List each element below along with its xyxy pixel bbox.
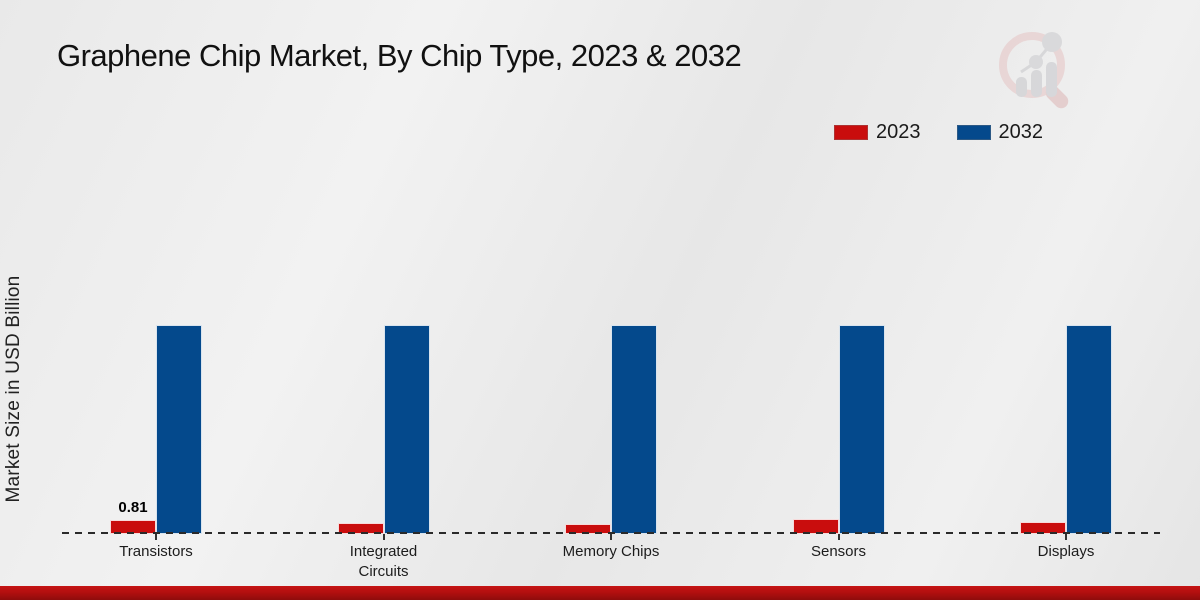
bar-2032-2 — [611, 325, 657, 534]
x-axis-tick-1 — [382, 534, 385, 540]
y-axis-label: Market Size in USD Billion — [3, 275, 24, 503]
chart-title: Graphene Chip Market, By Chip Type, 2023… — [57, 38, 742, 73]
x-axis-tick-0 — [155, 534, 157, 540]
legend-swatch-2032 — [956, 125, 991, 140]
bar-2032-1 — [383, 325, 430, 534]
x-axis-baseline — [62, 532, 1160, 534]
x-axis-category-label-1: Integrated Circuits — [349, 543, 418, 580]
x-axis-category-label-0: Transistors — [119, 543, 193, 560]
data-label-2023-0: 0.81 — [118, 499, 148, 516]
x-axis-tick-2 — [610, 534, 612, 540]
legend-swatch-2023 — [834, 125, 868, 140]
magnifier-bar-chart-logo-icon — [999, 32, 1069, 109]
legend-item-2032: 2032 — [956, 121, 1044, 144]
legend-label-2032: 2032 — [998, 121, 1044, 143]
legend: 2023 2032 — [834, 121, 1043, 144]
bottom-accent-strip — [0, 586, 1200, 600]
bar-2032-0 — [156, 325, 202, 534]
bar-2032-3 — [838, 325, 885, 534]
bar-2032-4 — [1066, 325, 1112, 534]
x-axis-category-label-2: Memory Chips — [562, 543, 660, 560]
legend-item-2023: 2023 — [834, 121, 921, 144]
x-axis-tick-3 — [837, 534, 840, 540]
legend-label-2023: 2023 — [876, 121, 921, 143]
x-axis-category-label-3: Sensors — [810, 543, 867, 560]
x-axis-tick-4 — [1065, 534, 1067, 540]
x-axis-category-label-4: Displays — [1037, 543, 1095, 560]
